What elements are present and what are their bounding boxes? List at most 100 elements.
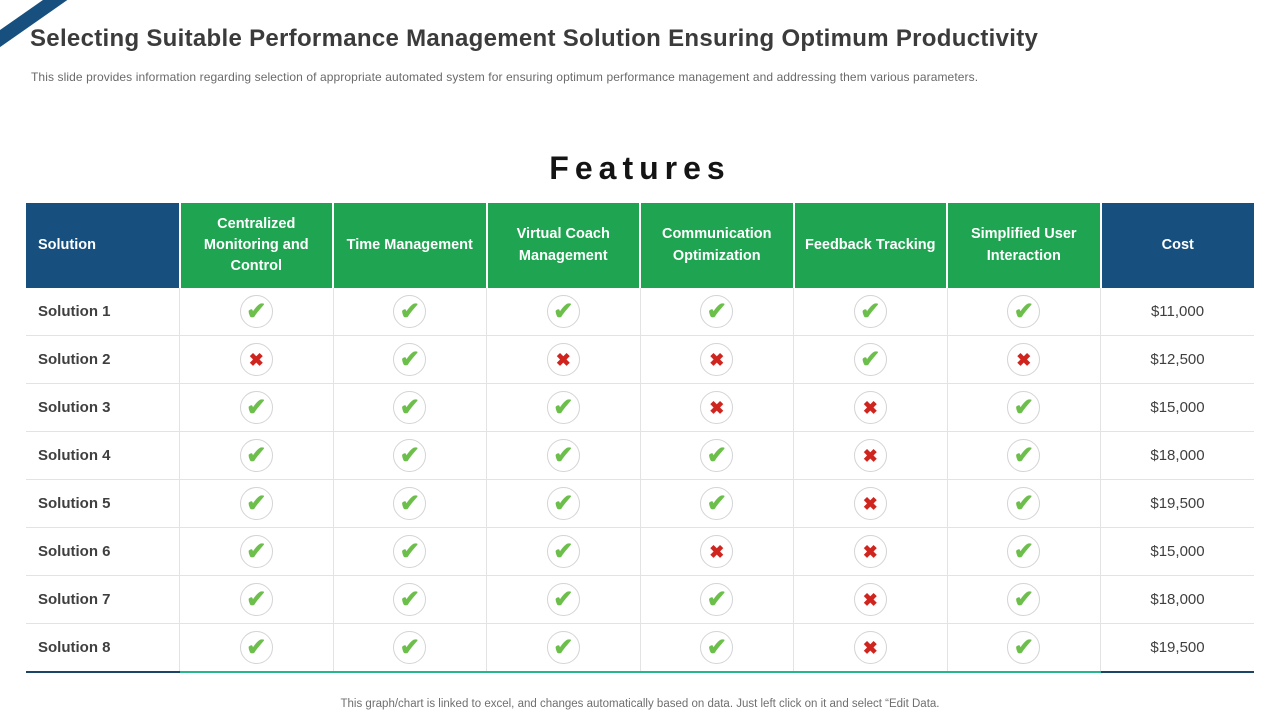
check-icon: ✔ bbox=[1007, 487, 1041, 520]
check-icon: ✔ bbox=[393, 487, 427, 520]
feature-cell: ✔ bbox=[639, 288, 794, 336]
feature-cell: ✔ bbox=[639, 623, 794, 673]
table-row: Solution 8 ✔ ✔ ✔ ✔ ✖ ✔ $19,500 bbox=[26, 623, 1254, 673]
feature-cell: ✖ bbox=[639, 383, 794, 432]
cross-icon: ✖ bbox=[700, 343, 734, 376]
check-icon: ✔ bbox=[393, 439, 427, 472]
check-icon: ✔ bbox=[853, 343, 887, 376]
cross-icon: ✖ bbox=[853, 535, 887, 568]
cost-value: $15,000 bbox=[1100, 383, 1254, 432]
feature-cell: ✔ bbox=[332, 527, 487, 576]
column-header: Centralized Monitoring and Control bbox=[178, 203, 333, 288]
feature-cell: ✖ bbox=[179, 335, 333, 384]
feature-cell: ✖ bbox=[793, 527, 947, 576]
table-row: Solution 1 ✔ ✔ ✔ ✔ ✔ ✔ $11,000 bbox=[26, 288, 1254, 336]
cost-value: $19,500 bbox=[1100, 623, 1254, 673]
check-icon: ✔ bbox=[1007, 583, 1041, 616]
feature-cell: ✖ bbox=[793, 431, 947, 480]
check-icon: ✔ bbox=[546, 631, 580, 664]
feature-cell: ✖ bbox=[793, 623, 947, 673]
check-icon: ✔ bbox=[853, 295, 887, 328]
cost-value: $19,500 bbox=[1100, 479, 1254, 528]
check-icon: ✔ bbox=[546, 295, 580, 328]
check-icon: ✔ bbox=[546, 439, 580, 472]
feature-cell: ✔ bbox=[332, 383, 487, 432]
cross-icon: ✖ bbox=[853, 391, 887, 424]
feature-cell: ✔ bbox=[179, 527, 333, 576]
solution-label: Solution 5 bbox=[26, 479, 180, 528]
feature-cell: ✔ bbox=[793, 288, 947, 336]
cross-icon: ✖ bbox=[700, 391, 734, 424]
solution-label: Solution 1 bbox=[26, 288, 180, 336]
feature-cell: ✔ bbox=[639, 479, 794, 528]
cross-icon: ✖ bbox=[700, 535, 734, 568]
page-title: Selecting Suitable Performance Managemen… bbox=[30, 25, 1039, 52]
cross-icon: ✖ bbox=[853, 631, 887, 664]
check-icon: ✔ bbox=[546, 583, 580, 616]
feature-cell: ✔ bbox=[486, 288, 640, 336]
check-icon: ✔ bbox=[239, 487, 273, 520]
check-icon: ✔ bbox=[546, 535, 580, 568]
check-icon: ✔ bbox=[393, 583, 427, 616]
solution-label: Solution 7 bbox=[26, 575, 180, 624]
feature-cell: ✔ bbox=[946, 288, 1101, 336]
solution-label: Solution 3 bbox=[26, 383, 180, 432]
feature-cell: ✔ bbox=[332, 431, 487, 480]
check-icon: ✔ bbox=[239, 439, 273, 472]
table-row: Solution 3 ✔ ✔ ✔ ✖ ✖ ✔ $15,000 bbox=[26, 383, 1254, 432]
feature-cell: ✔ bbox=[946, 623, 1101, 673]
feature-cell: ✔ bbox=[179, 575, 333, 624]
column-header: Solution bbox=[26, 203, 180, 288]
solution-label: Solution 6 bbox=[26, 527, 180, 576]
feature-cell: ✔ bbox=[486, 623, 640, 673]
check-icon: ✔ bbox=[393, 295, 427, 328]
check-icon: ✔ bbox=[1007, 439, 1041, 472]
solution-label: Solution 2 bbox=[26, 335, 180, 384]
check-icon: ✔ bbox=[239, 535, 273, 568]
check-icon: ✔ bbox=[239, 391, 273, 424]
feature-cell: ✖ bbox=[793, 383, 947, 432]
feature-cell: ✖ bbox=[639, 335, 794, 384]
header-row: Solution Centralized Monitoring and Contr… bbox=[26, 203, 1254, 288]
feature-cell: ✔ bbox=[179, 623, 333, 673]
solution-label: Solution 4 bbox=[26, 431, 180, 480]
table-row: Solution 2 ✖ ✔ ✖ ✖ ✔ ✖ $12,500 bbox=[26, 335, 1254, 384]
feature-cell: ✔ bbox=[946, 527, 1101, 576]
feature-cell: ✖ bbox=[946, 335, 1101, 384]
column-header: Simplified User Interaction bbox=[946, 203, 1101, 288]
cost-value: $12,500 bbox=[1100, 335, 1254, 384]
cross-icon: ✖ bbox=[853, 487, 887, 520]
cost-value: $18,000 bbox=[1100, 575, 1254, 624]
solution-label: Solution 8 bbox=[26, 623, 180, 673]
feature-cell: ✔ bbox=[486, 383, 640, 432]
feature-cell: ✔ bbox=[179, 383, 333, 432]
check-icon: ✔ bbox=[700, 631, 734, 664]
feature-cell: ✔ bbox=[793, 335, 947, 384]
feature-cell: ✔ bbox=[179, 288, 333, 336]
cost-value: $18,000 bbox=[1100, 431, 1254, 480]
feature-cell: ✔ bbox=[486, 431, 640, 480]
check-icon: ✔ bbox=[1007, 391, 1041, 424]
features-heading: Features bbox=[549, 150, 731, 186]
column-header: Virtual Coach Management bbox=[485, 203, 640, 288]
feature-cell: ✔ bbox=[332, 575, 487, 624]
table-row: Solution 5 ✔ ✔ ✔ ✔ ✖ ✔ $19,500 bbox=[26, 479, 1254, 528]
check-icon: ✔ bbox=[393, 631, 427, 664]
check-icon: ✔ bbox=[1007, 295, 1041, 328]
features-table-object[interactable]: Solution Centralized Monitoring and Contr… bbox=[26, 203, 1254, 673]
table-row: Solution 7 ✔ ✔ ✔ ✔ ✖ ✔ $18,000 bbox=[26, 575, 1254, 624]
column-header: Communication Optimization bbox=[639, 203, 794, 288]
feature-cell: ✔ bbox=[946, 575, 1101, 624]
footer-note: This graph/chart is linked to excel, and… bbox=[340, 698, 940, 710]
check-icon: ✔ bbox=[239, 631, 273, 664]
table-body: Solution 1 ✔ ✔ ✔ ✔ ✔ ✔ $11,000 Solution 2 ✖ ✔ ✖ ✖ ✔ ✖ $… bbox=[26, 288, 1254, 673]
table-row: Solution 4 ✔ ✔ ✔ ✔ ✖ ✔ $18,000 bbox=[26, 431, 1254, 480]
feature-cell: ✔ bbox=[946, 479, 1101, 528]
check-icon: ✔ bbox=[546, 391, 580, 424]
cross-icon: ✖ bbox=[853, 439, 887, 472]
cost-value: $15,000 bbox=[1100, 527, 1254, 576]
column-header: Time Management bbox=[332, 203, 487, 288]
feature-cell: ✔ bbox=[486, 527, 640, 576]
column-header: Cost bbox=[1099, 203, 1254, 288]
feature-cell: ✖ bbox=[639, 527, 794, 576]
